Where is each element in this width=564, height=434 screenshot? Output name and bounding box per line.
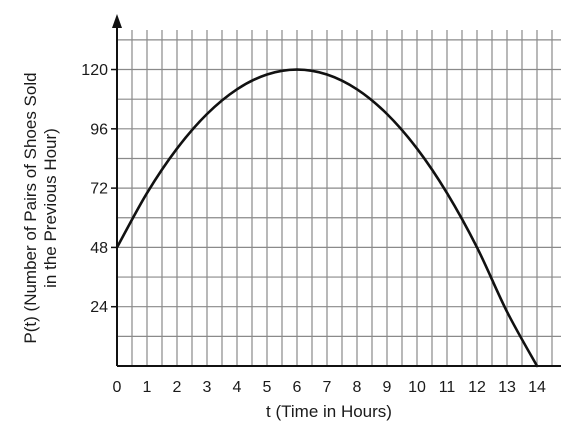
y-tick-label: 72 [90,181,108,198]
y-axis-arrowhead [112,14,122,28]
series-line [115,68,539,368]
y-tick-labels: 24 48 72 96 120 [81,62,117,316]
y-axis-title-line-1: P(t) (Number of Pairs of Shoes Sold [21,72,40,343]
grid [117,30,561,366]
x-tick-label: 12 [468,379,486,396]
x-tick-labels: 0 1 2 3 4 5 6 7 8 9 10 11 12 13 14 [113,379,546,396]
x-tick-label: 3 [203,379,212,396]
x-tick-label: 1 [143,379,152,396]
y-tick-label: 96 [90,121,108,138]
x-tick-label: 7 [323,379,332,396]
x-tick-label: 4 [233,379,242,396]
x-tick-label: 0 [113,379,122,396]
axes [112,14,561,367]
x-tick-label: 8 [353,379,362,396]
y-tick-label: 48 [90,240,108,257]
series [115,68,539,368]
x-tick-label: 2 [173,379,182,396]
x-tick-label: 10 [408,379,426,396]
x-axis-title: t (Time in Hours) [266,402,392,421]
x-tick-label: 14 [528,379,546,396]
y-tick-label: 120 [81,62,108,79]
x-tick-label: 11 [439,379,456,396]
y-axis-title-line-2: in the Previous Hour) [41,128,60,288]
x-tick-label: 13 [498,379,516,396]
x-tick-label: 5 [263,379,272,396]
x-tick-label: 6 [293,379,302,396]
y-axis-title: P(t) (Number of Pairs of Shoes Sold in t… [21,72,60,343]
x-tick-label: 9 [383,379,392,396]
y-tick-label: 24 [90,299,108,316]
